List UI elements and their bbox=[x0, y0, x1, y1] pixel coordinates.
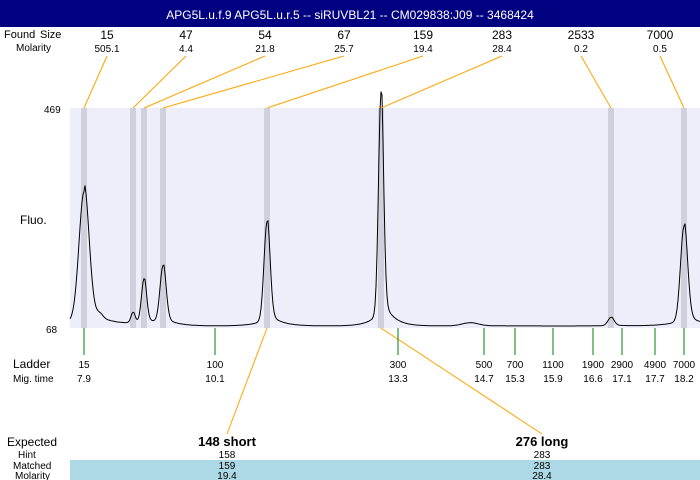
peak-link-line bbox=[266, 55, 424, 109]
peak-molarity: 28.4 bbox=[492, 44, 512, 55]
peak-size: 2533 bbox=[568, 28, 595, 42]
molarity-label: Molarity bbox=[16, 43, 51, 54]
ladder-time: 13.3 bbox=[388, 374, 408, 385]
expected-fragment: 276 long bbox=[516, 434, 569, 449]
ladder-size: 1100 bbox=[542, 360, 564, 371]
peak-link-line bbox=[162, 55, 345, 109]
peak-band bbox=[160, 108, 166, 328]
peak-size: 54 bbox=[258, 28, 272, 42]
hint-value: 283 bbox=[534, 450, 551, 461]
peak-size: 159 bbox=[413, 28, 433, 42]
ladder-size: 700 bbox=[507, 360, 524, 371]
peak-molarity: 19.4 bbox=[413, 44, 433, 55]
peak-size: 283 bbox=[492, 28, 512, 42]
expected-fragment: 148 short bbox=[198, 434, 256, 449]
matched-label: Matched bbox=[13, 461, 51, 472]
peak-link-line bbox=[83, 55, 108, 109]
ladder-size: 15 bbox=[78, 360, 90, 371]
ladder-time: 15.3 bbox=[505, 374, 525, 385]
title-bar: APG5L.u.f.9 APG5L.u.r.5 -- siRUVBL21 -- … bbox=[0, 0, 700, 27]
matched-row-bg bbox=[70, 460, 700, 480]
peak-molarity: 25.7 bbox=[334, 44, 354, 55]
peak-link-line bbox=[580, 55, 612, 109]
peak-size: 15 bbox=[100, 28, 114, 42]
molarity-row-label: Molarity bbox=[15, 471, 50, 480]
hint-label: Hint bbox=[18, 450, 36, 461]
peak-band bbox=[81, 108, 87, 328]
ladder-time: 18.2 bbox=[674, 374, 694, 385]
ladder-size: 2900 bbox=[611, 360, 634, 371]
ladder-size: 4900 bbox=[644, 360, 667, 371]
peak-band bbox=[378, 108, 384, 328]
peak-size: 67 bbox=[337, 28, 351, 42]
peak-molarity: 4.4 bbox=[179, 44, 193, 55]
fluo-label: Fluo. bbox=[20, 213, 47, 227]
ladder-time: 10.1 bbox=[205, 374, 225, 385]
y-tick-bottom: 68 bbox=[46, 325, 58, 336]
ladder-time: 14.7 bbox=[474, 374, 494, 385]
molarity-value: 19.4 bbox=[217, 471, 237, 480]
ladder-size: 300 bbox=[390, 360, 407, 371]
ladder-time: 15.9 bbox=[543, 374, 563, 385]
peak-link-line bbox=[380, 55, 503, 109]
peak-molarity: 0.5 bbox=[653, 44, 667, 55]
ladder-time: 17.7 bbox=[645, 374, 665, 385]
peak-band bbox=[608, 108, 614, 328]
peak-band bbox=[264, 108, 270, 328]
ladder-size: 500 bbox=[476, 360, 493, 371]
ladder-time: 7.9 bbox=[77, 374, 91, 385]
mig-time-label: Mig. time bbox=[13, 374, 54, 385]
peak-size: 47 bbox=[179, 28, 193, 42]
peak-link-line bbox=[132, 55, 187, 109]
expected-label: Expected bbox=[7, 435, 57, 449]
peak-link-line bbox=[143, 55, 266, 109]
ladder-size: 7000 bbox=[673, 360, 696, 371]
found-label: Found bbox=[4, 29, 35, 41]
expected-link-line bbox=[226, 327, 268, 435]
peak-size: 7000 bbox=[647, 28, 674, 42]
y-tick-top: 469 bbox=[44, 105, 61, 116]
expected-link-line bbox=[380, 327, 543, 435]
ladder-size: 100 bbox=[207, 360, 224, 371]
peak-molarity: 21.8 bbox=[255, 44, 275, 55]
size-label: Size bbox=[40, 29, 61, 41]
ladder-label: Ladder bbox=[13, 357, 50, 371]
peak-molarity: 505.1 bbox=[94, 44, 119, 55]
peak-band bbox=[141, 108, 147, 328]
fluorescence-trace bbox=[69, 91, 700, 327]
plot-area bbox=[70, 108, 700, 328]
hint-value: 158 bbox=[219, 450, 236, 461]
peak-band bbox=[130, 108, 136, 328]
molarity-value: 28.4 bbox=[532, 471, 552, 480]
matched-value: 283 bbox=[534, 461, 551, 472]
peak-band bbox=[681, 108, 687, 328]
matched-value: 159 bbox=[219, 461, 236, 472]
peak-molarity: 0.2 bbox=[574, 44, 588, 55]
ladder-time: 17.1 bbox=[612, 374, 632, 385]
peak-link-line bbox=[659, 55, 685, 109]
ladder-size: 1900 bbox=[582, 360, 605, 371]
ladder-time: 16.6 bbox=[583, 374, 603, 385]
